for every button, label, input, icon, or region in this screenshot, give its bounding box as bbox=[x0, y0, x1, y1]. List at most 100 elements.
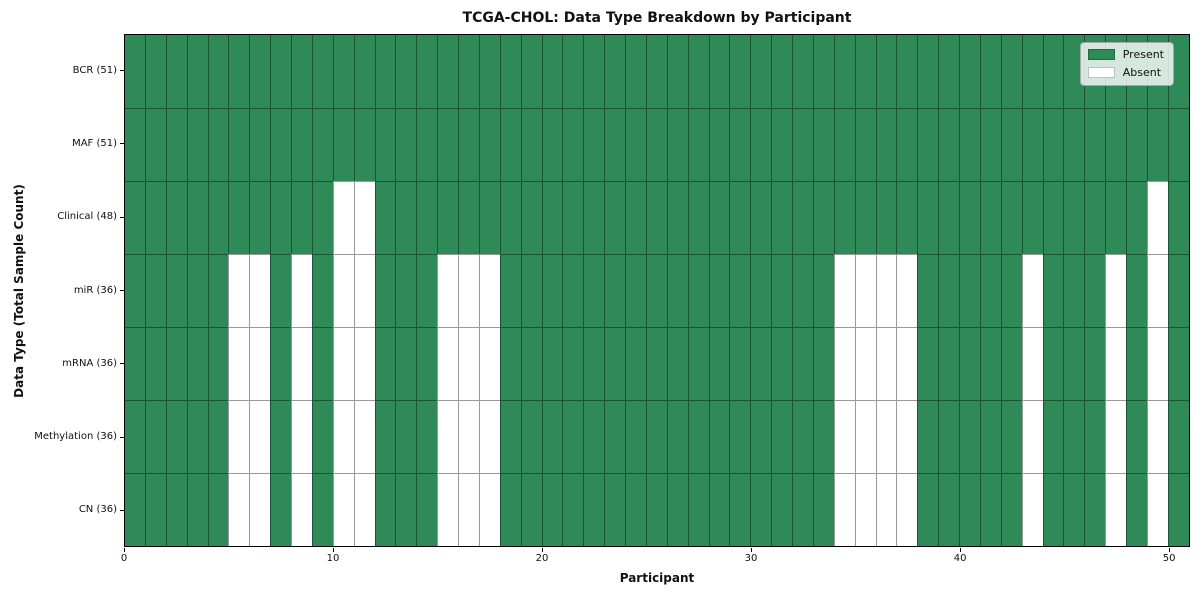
heatmap-grid bbox=[125, 35, 1189, 546]
cell-bcr-p20 bbox=[541, 35, 563, 108]
cell-bcr-p16 bbox=[458, 35, 479, 108]
cell-methylation-p18 bbox=[499, 400, 521, 473]
x-tick-label-10: 10 bbox=[326, 553, 340, 564]
cell-cn-p47 bbox=[1105, 473, 1126, 546]
cell-cn-p20 bbox=[541, 473, 563, 546]
cell-clinical-p13 bbox=[395, 181, 417, 254]
cell-mrna-p29 bbox=[729, 327, 751, 400]
x-tick-label-50: 50 bbox=[1162, 553, 1176, 564]
cell-mrna-p13 bbox=[395, 327, 417, 400]
cell-cn-p25 bbox=[645, 473, 667, 546]
heatmap-row-maf bbox=[125, 108, 1189, 181]
cell-clinical-p39 bbox=[938, 181, 959, 254]
cell-mrna-p26 bbox=[666, 327, 688, 400]
cell-cn-p4 bbox=[207, 473, 229, 546]
cell-bcr-p21 bbox=[562, 35, 584, 108]
cell-mrna-p24 bbox=[625, 327, 646, 400]
cell-mir-p25 bbox=[645, 254, 667, 327]
cell-cn-p43 bbox=[1021, 473, 1043, 546]
cell-bcr-p44 bbox=[1042, 35, 1064, 108]
cell-clinical-p26 bbox=[666, 181, 688, 254]
plot-area: Present Absent bbox=[124, 34, 1190, 547]
present-swatch bbox=[1087, 49, 1115, 60]
cell-methylation-p41 bbox=[979, 400, 1001, 473]
cell-clinical-p18 bbox=[499, 181, 521, 254]
cell-methylation-p6 bbox=[249, 400, 271, 473]
cell-methylation-p13 bbox=[395, 400, 417, 473]
legend-item-present: Present bbox=[1087, 48, 1164, 61]
cell-mrna-p38 bbox=[917, 327, 939, 400]
cell-mrna-p32 bbox=[792, 327, 813, 400]
cell-clinical-p44 bbox=[1042, 181, 1064, 254]
y-axis-label: Data Type (Total Sample Count) bbox=[8, 34, 30, 547]
cell-methylation-p1 bbox=[144, 400, 166, 473]
cell-maf-p13 bbox=[395, 108, 417, 181]
cell-maf-p48 bbox=[1126, 108, 1147, 181]
x-tick-mark-0 bbox=[123, 547, 125, 552]
heatmap-row-methylation bbox=[125, 400, 1189, 473]
x-tick-mark-50 bbox=[1168, 547, 1170, 552]
cell-bcr-p24 bbox=[625, 35, 646, 108]
x-tick-label-40: 40 bbox=[953, 553, 967, 564]
cell-methylation-p26 bbox=[666, 400, 688, 473]
cell-methylation-p30 bbox=[750, 400, 772, 473]
cell-mir-p22 bbox=[583, 254, 605, 327]
cell-maf-p3 bbox=[186, 108, 208, 181]
cell-methylation-p7 bbox=[270, 400, 291, 473]
cell-mir-p33 bbox=[812, 254, 834, 327]
cell-maf-p27 bbox=[687, 108, 709, 181]
cell-clinical-p11 bbox=[353, 181, 375, 254]
cell-methylation-p5 bbox=[228, 400, 250, 473]
cell-cn-p5 bbox=[228, 473, 250, 546]
cell-cn-p49 bbox=[1146, 473, 1168, 546]
cell-bcr-p7 bbox=[270, 35, 291, 108]
cell-bcr-p19 bbox=[520, 35, 542, 108]
cell-mir-p44 bbox=[1042, 254, 1064, 327]
cell-bcr-p25 bbox=[645, 35, 667, 108]
cell-mrna-p4 bbox=[207, 327, 229, 400]
cell-methylation-p46 bbox=[1084, 400, 1106, 473]
cell-maf-p16 bbox=[458, 108, 479, 181]
x-tick-mark-20 bbox=[541, 547, 543, 552]
cell-mir-p30 bbox=[750, 254, 772, 327]
heatmap-row-cn bbox=[125, 473, 1189, 546]
cell-cn-p6 bbox=[249, 473, 271, 546]
cell-maf-p34 bbox=[833, 108, 855, 181]
cell-mrna-p6 bbox=[249, 327, 271, 400]
cell-mir-p12 bbox=[374, 254, 396, 327]
cell-clinical-p9 bbox=[311, 181, 333, 254]
cell-clinical-p10 bbox=[332, 181, 354, 254]
cell-clinical-p12 bbox=[374, 181, 396, 254]
y-tick-mark-methylation bbox=[119, 436, 124, 438]
cell-clinical-p49 bbox=[1146, 181, 1168, 254]
cell-mir-p35 bbox=[854, 254, 876, 327]
cell-maf-p50 bbox=[1167, 108, 1189, 181]
cell-mrna-p17 bbox=[478, 327, 500, 400]
cell-maf-p46 bbox=[1084, 108, 1106, 181]
cell-mir-p28 bbox=[708, 254, 730, 327]
cell-mrna-p0 bbox=[125, 327, 145, 400]
cell-clinical-p48 bbox=[1126, 181, 1147, 254]
cell-bcr-p36 bbox=[875, 35, 897, 108]
cell-methylation-p3 bbox=[186, 400, 208, 473]
cell-mrna-p39 bbox=[938, 327, 959, 400]
cell-mir-p5 bbox=[228, 254, 250, 327]
cell-mir-p20 bbox=[541, 254, 563, 327]
cell-mrna-p23 bbox=[604, 327, 625, 400]
cell-cn-p29 bbox=[729, 473, 751, 546]
y-tick-mark-mir bbox=[119, 290, 124, 291]
cell-mrna-p3 bbox=[186, 327, 208, 400]
cell-maf-p43 bbox=[1021, 108, 1043, 181]
cell-mrna-p10 bbox=[332, 327, 354, 400]
cell-cn-p18 bbox=[499, 473, 521, 546]
cell-mrna-p31 bbox=[771, 327, 792, 400]
cell-maf-p39 bbox=[938, 108, 959, 181]
cell-clinical-p21 bbox=[562, 181, 584, 254]
cell-bcr-p32 bbox=[792, 35, 813, 108]
cell-mrna-p35 bbox=[854, 327, 876, 400]
cell-maf-p12 bbox=[374, 108, 396, 181]
cell-maf-p0 bbox=[125, 108, 145, 181]
cell-mir-p1 bbox=[144, 254, 166, 327]
cell-bcr-p38 bbox=[917, 35, 939, 108]
cell-mrna-p12 bbox=[374, 327, 396, 400]
